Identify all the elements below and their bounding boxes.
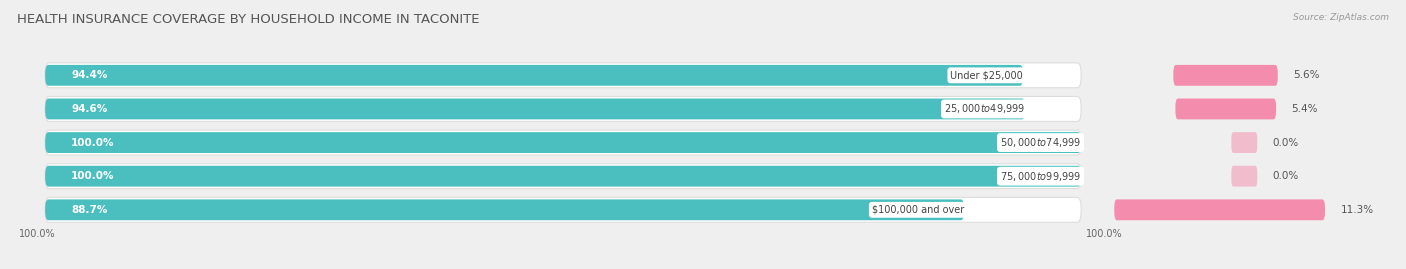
Text: 5.4%: 5.4% — [1292, 104, 1319, 114]
Text: 100.0%: 100.0% — [72, 137, 114, 148]
Text: 5.6%: 5.6% — [1294, 70, 1320, 80]
Text: 94.4%: 94.4% — [72, 70, 107, 80]
Text: 0.0%: 0.0% — [1272, 171, 1299, 181]
FancyBboxPatch shape — [45, 166, 1081, 187]
FancyBboxPatch shape — [45, 199, 965, 220]
Text: 100.0%: 100.0% — [1087, 229, 1123, 239]
FancyBboxPatch shape — [45, 164, 1081, 189]
Text: 0.0%: 0.0% — [1272, 137, 1299, 148]
Text: HEALTH INSURANCE COVERAGE BY HOUSEHOLD INCOME IN TACONITE: HEALTH INSURANCE COVERAGE BY HOUSEHOLD I… — [17, 13, 479, 26]
FancyBboxPatch shape — [45, 65, 1024, 86]
Text: 11.3%: 11.3% — [1340, 205, 1374, 215]
FancyBboxPatch shape — [45, 97, 1081, 121]
Text: $25,000 to $49,999: $25,000 to $49,999 — [943, 102, 1025, 115]
FancyBboxPatch shape — [45, 132, 1081, 153]
FancyBboxPatch shape — [45, 98, 1025, 119]
FancyBboxPatch shape — [1232, 166, 1257, 187]
Text: 100.0%: 100.0% — [20, 229, 56, 239]
FancyBboxPatch shape — [1175, 98, 1277, 119]
Text: $100,000 and over: $100,000 and over — [872, 205, 965, 215]
Text: 88.7%: 88.7% — [72, 205, 107, 215]
FancyBboxPatch shape — [1174, 65, 1278, 86]
FancyBboxPatch shape — [45, 130, 1081, 155]
Text: $75,000 to $99,999: $75,000 to $99,999 — [1000, 170, 1081, 183]
Text: Under $25,000: Under $25,000 — [950, 70, 1024, 80]
FancyBboxPatch shape — [1115, 199, 1324, 220]
Text: 94.6%: 94.6% — [72, 104, 107, 114]
FancyBboxPatch shape — [45, 197, 1081, 222]
Text: 100.0%: 100.0% — [72, 171, 114, 181]
FancyBboxPatch shape — [1232, 132, 1257, 153]
Text: $50,000 to $74,999: $50,000 to $74,999 — [1000, 136, 1081, 149]
FancyBboxPatch shape — [45, 63, 1081, 88]
Text: Source: ZipAtlas.com: Source: ZipAtlas.com — [1294, 13, 1389, 22]
